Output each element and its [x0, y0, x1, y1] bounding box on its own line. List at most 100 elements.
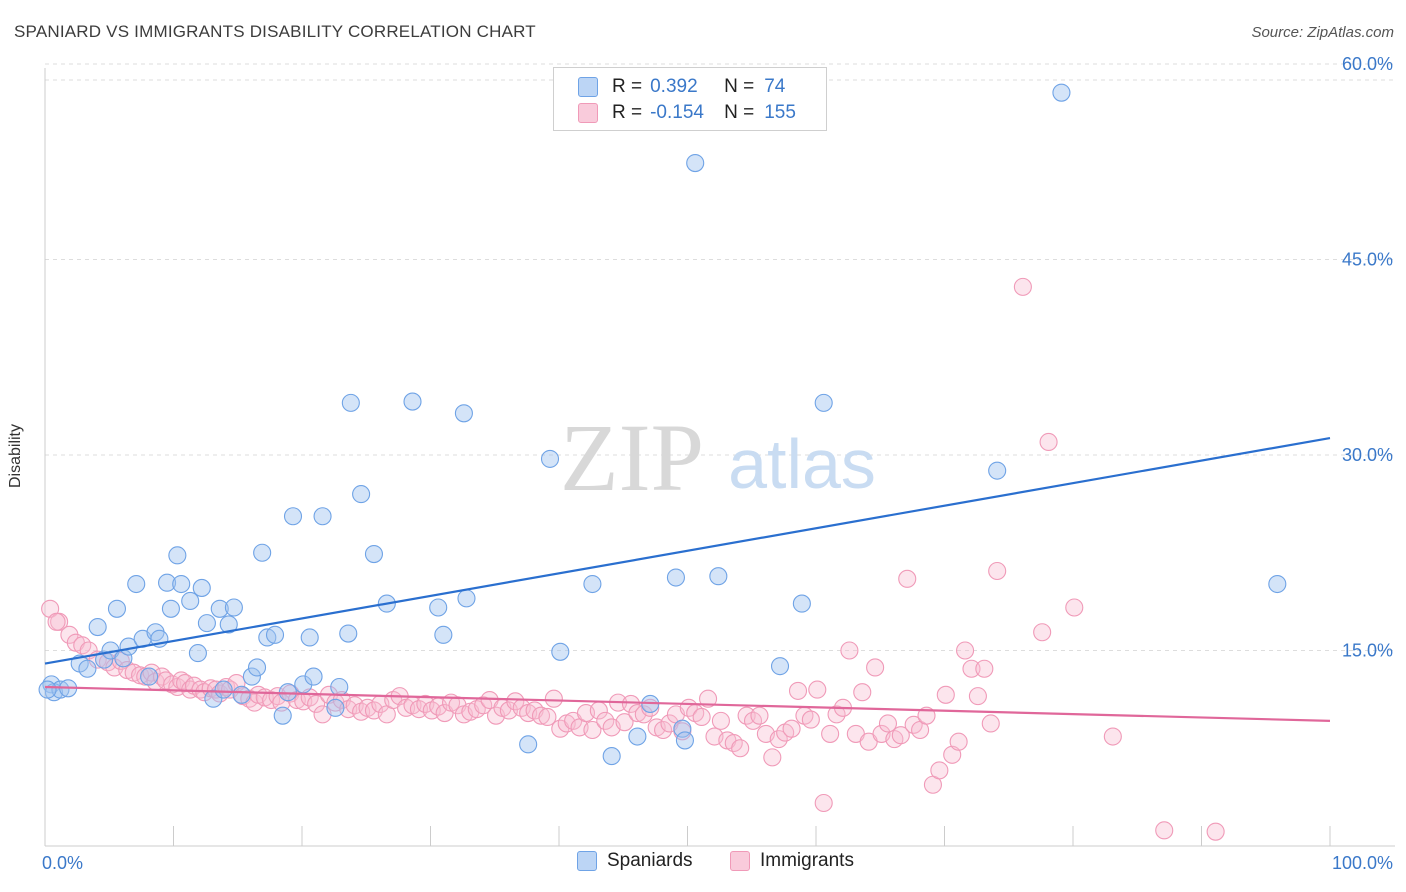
legend-item-spaniards[interactable]: Spaniards: [577, 850, 693, 872]
legend-item-immigrants[interactable]: Immigrants: [730, 850, 854, 872]
spaniard-point: [304, 667, 323, 686]
immigrant-point: [544, 689, 563, 708]
spaniard-point: [1268, 574, 1287, 594]
immigrant-point: [956, 641, 975, 660]
spaniard-point: [551, 642, 570, 661]
immigrant-point: [621, 694, 641, 713]
legend-n-label: N =: [724, 76, 755, 97]
correlation-legend: R = 0.392 N = 74 R = -0.154 N = 155: [553, 67, 827, 131]
legend-r-label: R =: [612, 76, 643, 97]
immigrant-point: [163, 675, 182, 694]
spaniard-point: [219, 615, 238, 634]
immigrants-legend-swatch: [730, 851, 750, 871]
spaniard-point: [628, 727, 647, 746]
spaniard-point: [675, 731, 694, 750]
watermark-atlas: atlas: [728, 425, 876, 503]
immigrant-point: [898, 569, 917, 588]
legend-label-immigrants: Immigrants: [760, 850, 854, 871]
immigrant-point: [853, 683, 872, 702]
immigrant-point: [731, 739, 750, 758]
trend-lines: [44, 436, 1331, 722]
spaniard-point: [161, 599, 180, 618]
immigrant-point: [531, 706, 551, 725]
spaniard-point: [38, 680, 57, 699]
spaniard-point: [686, 154, 705, 173]
spaniard-point: [403, 392, 422, 411]
immigrant-point: [827, 705, 846, 724]
spaniard-point: [770, 657, 790, 676]
legend-r-label: R =: [612, 102, 643, 123]
y-tick-label: 45.0%: [1342, 250, 1393, 270]
legend-r-value: 0.392: [650, 76, 698, 97]
immigrant-point: [1039, 432, 1058, 452]
immigrant-point: [506, 692, 525, 711]
immigrant-point: [1013, 277, 1032, 296]
spaniard-point: [709, 567, 728, 586]
immigrant-point: [750, 706, 769, 725]
legend-label-spaniards: Spaniards: [607, 850, 693, 871]
spaniard-point: [247, 658, 267, 677]
immigrants-swatch: [578, 103, 598, 123]
immigrant-point: [891, 726, 910, 745]
spaniard-point: [273, 706, 292, 725]
immigrant-point: [962, 659, 981, 678]
spaniard-point: [330, 677, 349, 697]
immigrants-points: [41, 277, 1225, 841]
immigrant-point: [1206, 822, 1225, 841]
spaniard-point: [434, 625, 453, 644]
spaniard-point: [224, 598, 243, 617]
spaniard-point: [326, 698, 345, 717]
immigrant-point: [1065, 598, 1084, 617]
immigrant-point: [583, 720, 602, 740]
legend-row-immigrants: R = -0.154 N = 155: [554, 100, 796, 126]
spaniard-point: [172, 574, 191, 594]
spaniard-point: [192, 578, 211, 597]
immigrant-point: [808, 680, 827, 699]
immigrant-point: [801, 710, 820, 729]
x-tick-label: 0.0%: [42, 853, 83, 873]
spaniard-point: [352, 485, 371, 504]
spaniard-point: [168, 546, 187, 565]
spaniard-point: [364, 545, 384, 564]
spaniard-point: [673, 719, 692, 738]
legend-n-label: N =: [724, 102, 755, 123]
spaniard-point: [214, 680, 233, 699]
immigrant-point: [821, 724, 840, 743]
spaniard-point: [242, 667, 261, 686]
immigrant-point: [930, 761, 949, 780]
immigrant-point: [538, 707, 557, 727]
y-tick-label: 60.0%: [1342, 54, 1393, 74]
spaniard-point: [127, 574, 146, 594]
spaniard-point: [158, 573, 177, 592]
spaniards-legend-swatch: [577, 851, 597, 871]
watermark: ZIP atlas: [560, 404, 876, 511]
spaniard-point: [313, 507, 332, 526]
spaniard-point: [88, 617, 107, 637]
immigrant-point: [975, 659, 994, 678]
spaniard-point: [197, 614, 216, 633]
spaniard-point: [232, 685, 251, 704]
series-legend: Spaniards Immigrants: [0, 850, 1406, 878]
immigrant-point: [840, 641, 859, 660]
spaniard-point: [107, 599, 127, 618]
spaniard-point: [253, 543, 272, 562]
immigrant-point: [763, 748, 782, 767]
spaniard-point: [265, 625, 285, 644]
spaniard-point: [540, 449, 560, 468]
immigrant-point: [699, 689, 718, 708]
spaniards-swatch: [578, 77, 598, 97]
spaniard-point: [457, 589, 476, 608]
immigrant-point: [782, 719, 801, 738]
immigrant-point: [1103, 727, 1122, 746]
immigrant-point: [1033, 623, 1052, 642]
immigrant-point: [634, 705, 653, 724]
immigrant-point: [949, 732, 968, 751]
immigrant-point: [47, 612, 66, 631]
spaniard-point: [51, 680, 70, 699]
spaniard-point: [602, 747, 621, 766]
immigrant-point: [769, 730, 788, 749]
spaniard-point: [666, 568, 685, 587]
spaniard-point: [78, 659, 97, 678]
spaniard-point: [95, 650, 114, 669]
spaniard-point: [140, 667, 159, 686]
